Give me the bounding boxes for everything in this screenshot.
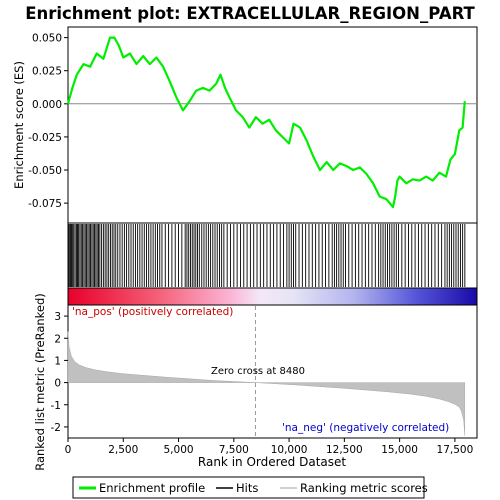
es-y-tick-label: -0.050	[28, 165, 62, 177]
enrichment-profile-line	[66, 36, 466, 209]
hit-lines	[67, 224, 466, 287]
positive-correlation-label: 'na_pos' (positively correlated)	[72, 306, 233, 318]
es-y-axis-label: Enrichment score (ES)	[12, 61, 26, 189]
es-y-tick-label: 0.000	[32, 99, 62, 111]
rank-y-ticks: 3 2 1 0 -1 -2	[51, 311, 68, 434]
chart-title: Enrichment plot: EXTRACELLULAR_REGION_PA…	[25, 4, 475, 23]
enrichment-score-panel: 0.050 0.025 0.000 -0.025 -0.050 -0.075 Enrich…	[12, 26, 478, 224]
x-tick-label: 0	[65, 444, 72, 456]
x-tick-label: 10,000	[271, 444, 308, 456]
rank-panel-frame	[67, 304, 478, 439]
legend-label-ranking-metric: Ranking metric scores	[300, 481, 428, 495]
x-tick-label: 12,500	[326, 444, 363, 456]
legend-label-enrichment-profile: Enrichment profile	[99, 481, 205, 495]
ranked-metric-panel: Zero cross at 8480 'na_pos' (positively …	[33, 293, 478, 471]
rank-y-tick-label: 3	[54, 311, 61, 323]
x-tick-label: 7,500	[219, 444, 249, 456]
legend-frame	[72, 476, 425, 499]
x-tick-label: 17,500	[437, 444, 474, 456]
es-y-tick-label: -0.025	[28, 132, 62, 144]
es-y-ticks: 0.050 0.025 0.000 -0.025 -0.050 -0.075	[28, 33, 68, 210]
chart-legend: Enrichment profile Hits Ranking metric s…	[72, 476, 428, 499]
x-tick-label: 15,000	[381, 444, 418, 456]
x-axis-label: Rank in Ordered Dataset	[198, 455, 346, 469]
hits-panel-frame	[67, 222, 478, 289]
x-tick-label: 5,000	[164, 444, 194, 456]
ranking-metric-area	[67, 331, 466, 436]
rank-x-ticks: 0 2,500 5,000 7,500 10,000 12,500 15,000 17,500	[65, 438, 474, 456]
es-y-tick-label: -0.075	[28, 198, 62, 210]
hits-panel	[67, 222, 478, 289]
rank-y-tick-label: -1	[51, 400, 61, 412]
x-tick-label: 2,500	[108, 444, 138, 456]
rank-color-bar	[67, 287, 478, 306]
rank-y-tick-label: 0	[54, 378, 61, 390]
rank-y-axis-label: Ranked list metric (PreRanked)	[33, 293, 47, 471]
es-y-tick-label: 0.050	[32, 33, 62, 45]
rank-y-tick-label: -2	[51, 422, 61, 434]
rank-y-tick-label: 2	[54, 333, 61, 345]
zero-cross-label: Zero cross at 8480	[211, 366, 305, 377]
rank-y-tick-label: 1	[54, 355, 61, 367]
negative-correlation-label: 'na_neg' (negatively correlated)	[282, 422, 449, 434]
legend-label-hits: Hits	[236, 481, 258, 495]
es-y-tick-label: 0.025	[32, 66, 62, 78]
